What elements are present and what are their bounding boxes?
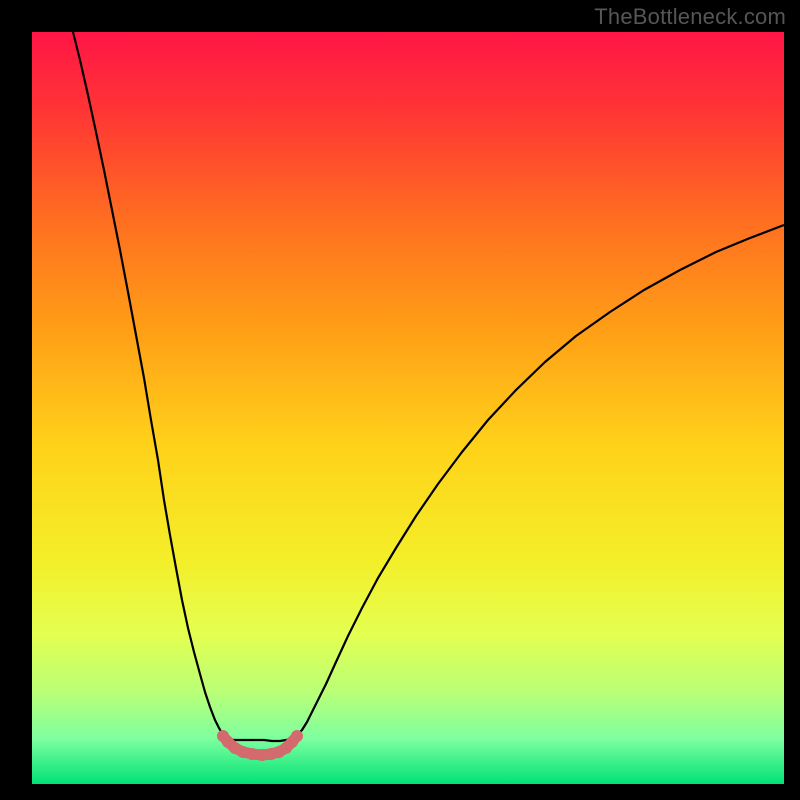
chart-svg	[0, 0, 800, 800]
plot-background	[32, 32, 784, 784]
chart-frame: TheBottleneck.com	[0, 0, 800, 800]
minimum-marker-dot	[291, 730, 303, 742]
watermark-text: TheBottleneck.com	[594, 4, 786, 30]
